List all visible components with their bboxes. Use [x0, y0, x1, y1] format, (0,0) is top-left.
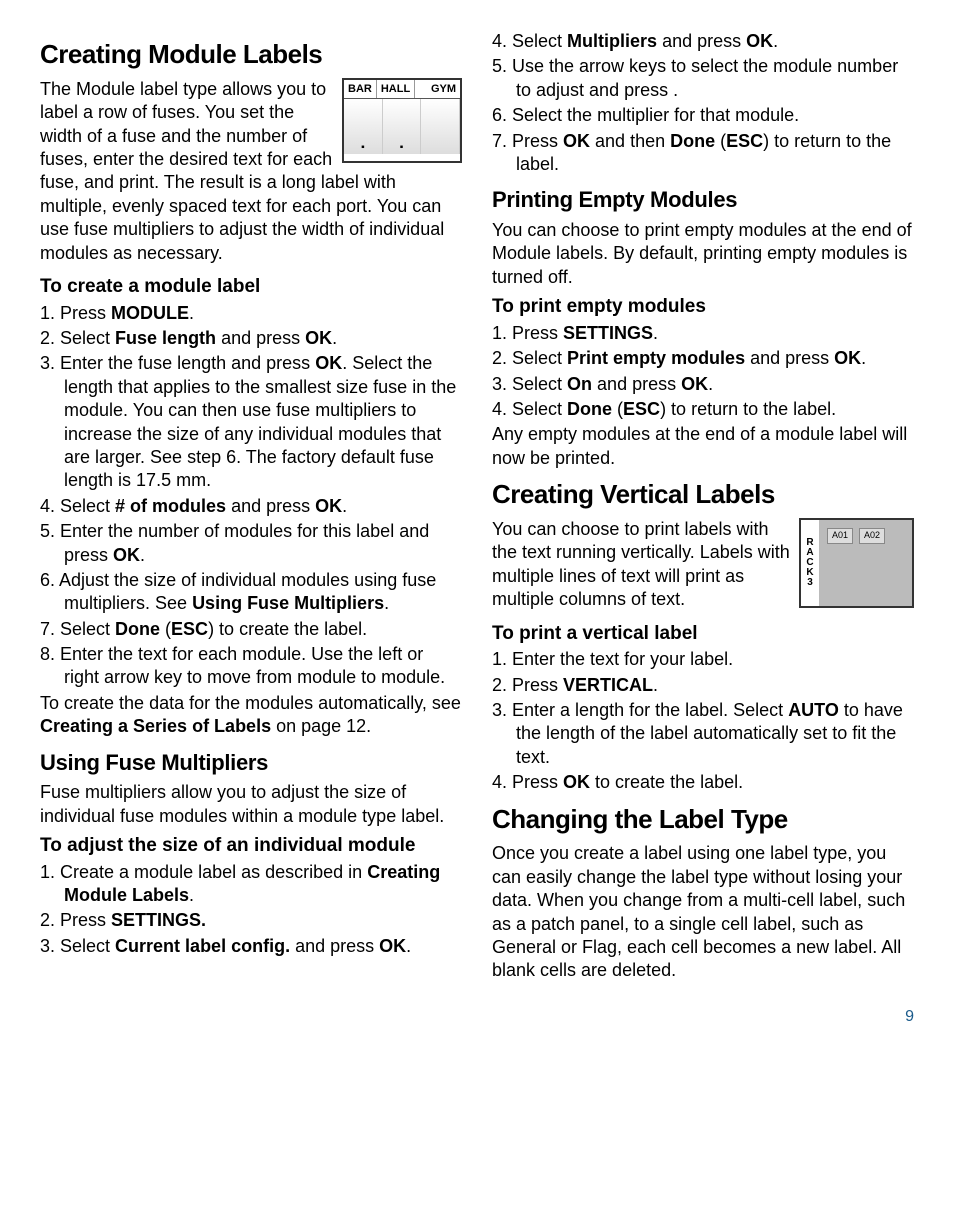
module-steps-list: 1. Press MODULE. 2. Select Fuse length a… [40, 302, 462, 690]
empty-steps-list: 1. Press SETTINGS. 2. Select Print empty… [492, 322, 914, 422]
mult-steps-list: 4. Select Multipliers and press OK. 5. U… [492, 30, 914, 176]
fig-hdr-hall: HALL [377, 80, 415, 98]
adjust-steps-list: 1. Create a module label as described in… [40, 861, 462, 959]
figure-vertical-label: R A C K 3 A01 A02 [799, 518, 914, 608]
fuse-mult-intro: Fuse multipliers allow you to adjust the… [40, 781, 462, 828]
heading-to-print-empty: To print empty modules [492, 295, 914, 320]
heading-changing-label-type: Changing the Label Type [492, 803, 914, 837]
heading-printing-empty: Printing Empty Modules [492, 186, 914, 215]
changing-intro: Once you create a label using one label … [492, 842, 914, 982]
page-number: 9 [40, 1007, 914, 1028]
vertical-steps-list: 1. Enter the text for your label. 2. Pre… [492, 648, 914, 794]
module-auto-note: To create the data for the modules autom… [40, 692, 462, 739]
heading-fuse-multipliers: Using Fuse Multipliers [40, 749, 462, 778]
fig-hdr-bar: BAR [344, 80, 377, 98]
heading-creating-module-labels: Creating Module Labels [40, 38, 462, 72]
heading-to-print-vertical: To print a vertical label [492, 622, 914, 647]
heading-creating-vertical: Creating Vertical Labels [492, 478, 914, 512]
empty-intro: You can choose to print empty modules at… [492, 219, 914, 289]
empty-outro: Any empty modules at the end of a module… [492, 423, 914, 470]
heading-adjust-size: To adjust the size of an individual modu… [40, 834, 462, 859]
figure-module-label: BAR HALL GYM ▪▪ [342, 78, 462, 163]
heading-to-create-module: To create a module label [40, 275, 462, 300]
fig-hdr-gym: GYM [415, 80, 460, 98]
